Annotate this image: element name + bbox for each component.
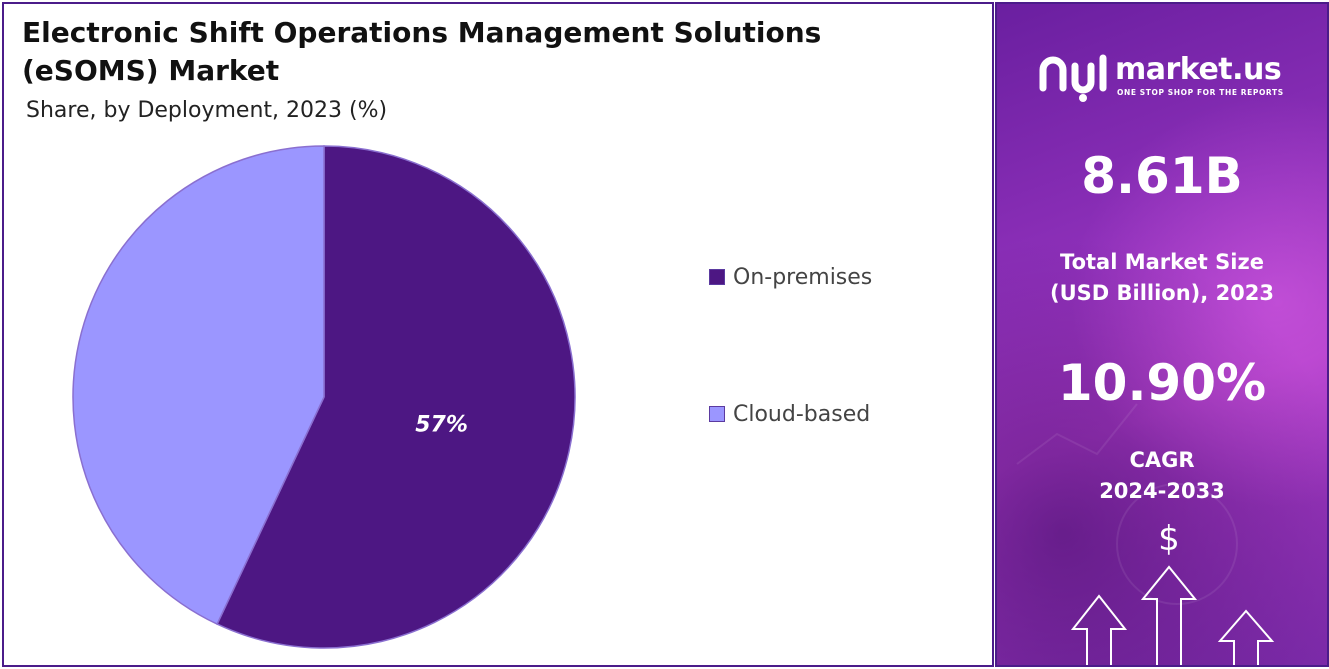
brand-tagline: ONE STOP SHOP FOR THE REPORTS [1117,88,1284,97]
legend-label-on-premises: On-premises [733,264,873,290]
legend-swatch-cloud-based [709,406,725,422]
brand-name: market.us [1115,52,1282,87]
background-decoration [1016,403,1275,665]
legend-label-cloud-based: Cloud-based [733,401,871,427]
stats-panel: market.us ONE STOP SHOP FOR THE REPORTS … [995,2,1329,667]
pie-slice-cloud-based [72,145,325,626]
cagr-caption-line2: 2024-2033 [1099,479,1225,503]
growth-arrows-icon [1070,565,1275,665]
chart-panel: Electronic Shift Operations Management S… [2,2,994,667]
cagr-value: 10.90% [1057,354,1267,412]
pie-slice-on-premises [216,145,576,649]
chart-subtitle: Share, by Deployment, 2023 (%) [26,98,388,123]
market-size-caption-line1: Total Market Size [1060,250,1264,274]
brand-logo: market.us ONE STOP SHOP FOR THE REPORTS [1037,48,1307,108]
dollar-icon: $ [1158,519,1180,559]
legend-item-cloud-based: Cloud-based [709,399,870,429]
cagr-caption-line1: CAGR [1129,448,1195,472]
data-label-on-premises: 57% [415,412,468,437]
chart-title: Electronic Shift Operations Management S… [22,16,822,87]
legend-swatch-on-premises [709,269,725,285]
market-us-logo-icon [1039,54,1107,102]
market-size-caption-line2: (USD Billion), 2023 [1049,281,1275,305]
market-size-value: 8.61B [1081,147,1243,205]
pie-chart: 57% [72,145,576,649]
legend-item-on-premises: On-premises [709,262,872,292]
